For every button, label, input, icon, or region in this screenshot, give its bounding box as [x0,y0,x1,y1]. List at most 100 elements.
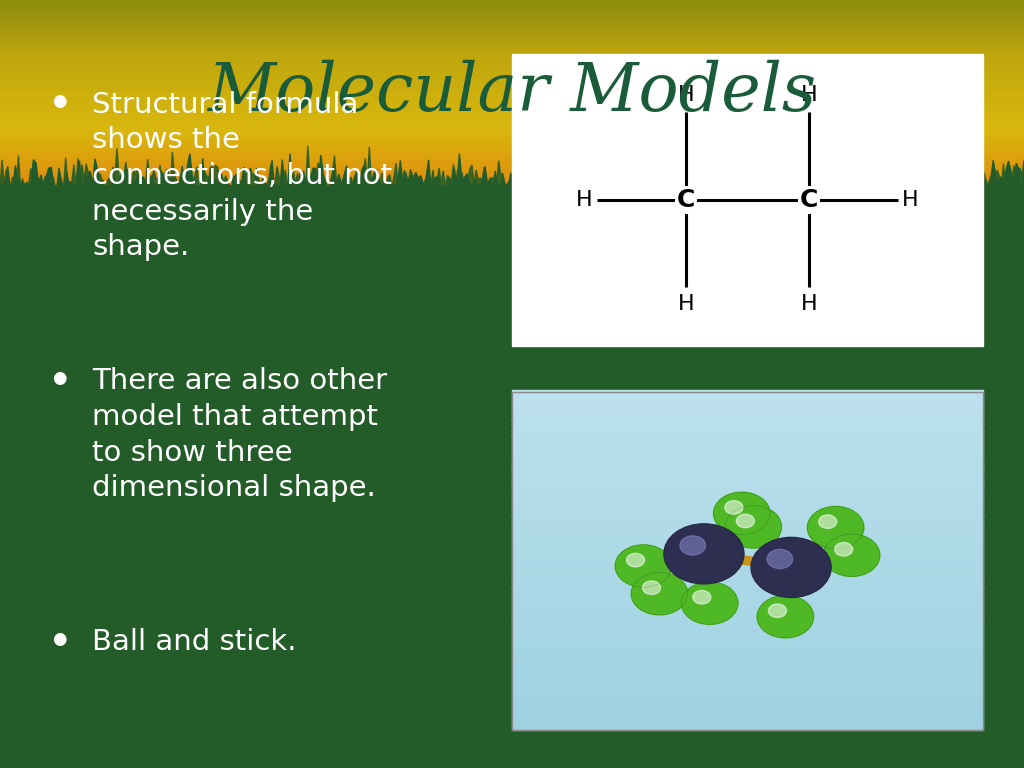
Bar [0,25,1024,28]
Bar [0,72,1024,75]
Text: There are also other
model that attempt
to show three
dimensional shape.: There are also other model that attempt … [92,367,387,502]
Circle shape [681,582,738,624]
Bar [0,61,1024,65]
Circle shape [818,515,837,528]
Bar [0,129,1024,133]
Bar [0,118,1024,121]
Bar [512,638,983,645]
Bar [512,497,983,505]
Bar [0,9,1024,13]
Bar [0,6,1024,9]
Bar [0,127,1024,131]
Bar [512,419,983,425]
Circle shape [725,501,742,515]
Bar [0,28,1024,31]
Bar [0,157,1024,161]
Circle shape [768,604,786,617]
Bar [0,109,1024,112]
Bar [512,694,983,701]
Bar [512,548,983,555]
Circle shape [664,524,744,584]
Bar [512,666,983,674]
Bar [512,486,983,493]
Bar [512,706,983,713]
Circle shape [767,549,793,568]
Text: ●: ● [52,92,67,110]
Bar [512,649,983,657]
Bar [512,390,983,397]
Bar [512,717,983,724]
Bar [0,22,1024,26]
Bar [0,154,1024,157]
Bar [0,168,1024,171]
Bar [0,45,1024,48]
Bar [0,35,1024,38]
Circle shape [751,538,831,598]
Bar [512,598,983,606]
Bar [512,615,983,623]
Bar [512,554,983,561]
Bar [0,0,1024,4]
Bar [512,700,983,707]
Bar [512,627,983,634]
Bar [0,142,1024,146]
Bar [0,94,1024,98]
Bar [0,96,1024,100]
Bar [0,120,1024,124]
Bar [0,133,1024,137]
Text: H: H [801,85,817,105]
Circle shape [835,542,853,556]
Text: C: C [677,187,695,212]
Circle shape [823,534,880,577]
Bar [0,163,1024,166]
Bar [512,469,983,476]
Bar [0,46,1024,50]
Bar [512,480,983,488]
Bar [0,26,1024,29]
Bar [0,131,1024,134]
Bar [0,78,1024,81]
Bar [0,114,1024,118]
Bar [0,54,1024,57]
Bar [512,514,983,521]
Bar [512,492,983,498]
Bar [0,89,1024,92]
Bar [512,542,983,549]
Bar [0,179,1024,183]
Bar [0,30,1024,33]
Bar [0,39,1024,42]
Bar [0,150,1024,153]
Bar [512,581,983,589]
Bar [0,71,1024,74]
Bar [0,91,1024,94]
Bar [0,81,1024,84]
Bar [0,175,1024,179]
Bar [0,100,1024,103]
Bar [0,55,1024,59]
Bar [0,161,1024,164]
Bar [0,113,1024,116]
Bar [512,463,983,471]
Bar [0,124,1024,127]
Circle shape [693,591,711,604]
Bar [0,164,1024,167]
Bar [0,105,1024,109]
Bar [0,43,1024,46]
Text: H: H [902,190,919,210]
Bar [0,108,1024,111]
Circle shape [757,595,814,638]
Bar [0,74,1024,78]
Bar [0,21,1024,24]
Bar [0,141,1024,144]
Bar [0,85,1024,88]
Bar [512,503,983,510]
Bar [512,475,983,482]
Bar [0,4,1024,8]
Bar [512,632,983,640]
Bar [512,711,983,718]
Bar [0,80,1024,83]
Bar [512,723,983,730]
Bar [512,441,983,448]
Bar [0,83,1024,87]
Bar [0,59,1024,63]
